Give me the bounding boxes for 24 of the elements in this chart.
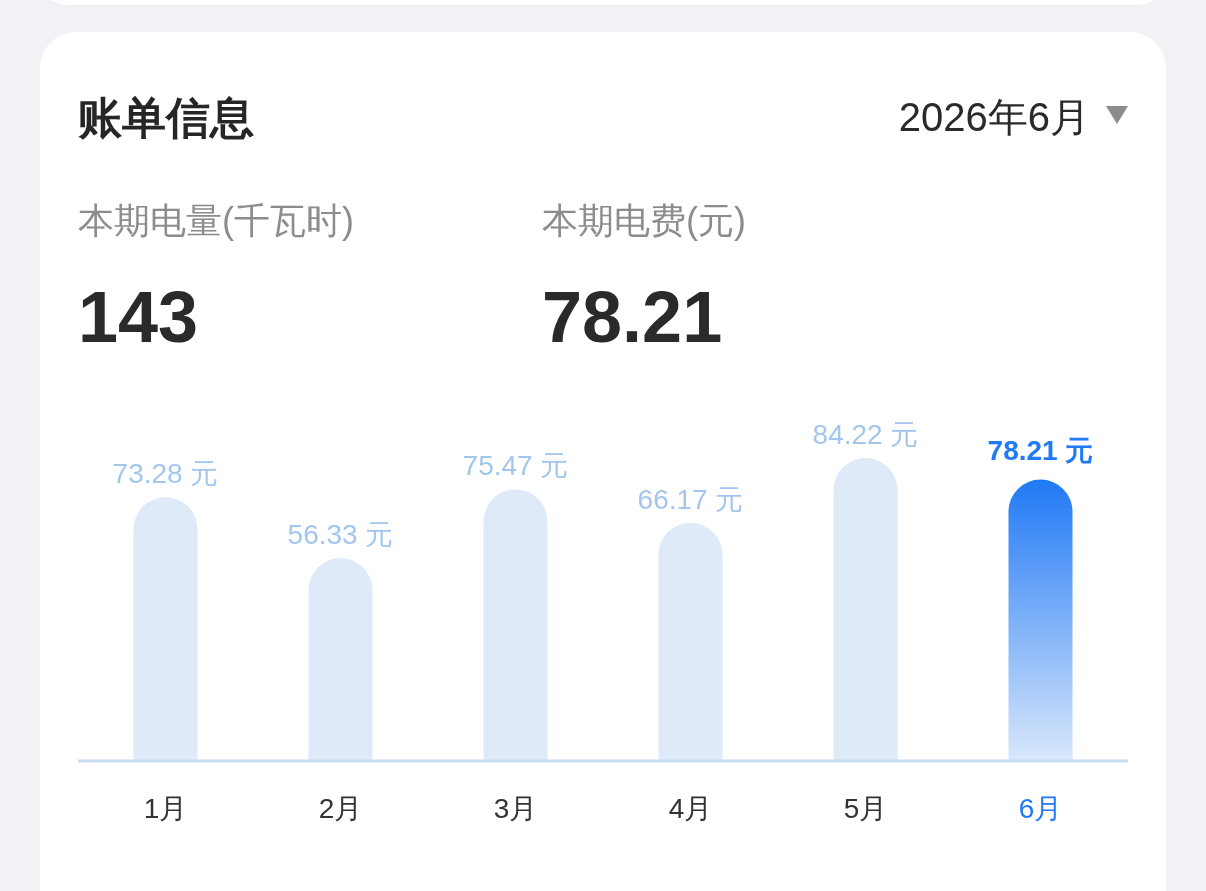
data-label: 56.33 元 xyxy=(287,519,394,551)
x-tick-label: 2月 xyxy=(318,793,363,824)
text: 143 xyxy=(78,277,199,357)
bar xyxy=(308,558,373,760)
x-tick-label: 3月 xyxy=(493,793,538,824)
bar xyxy=(833,458,898,760)
bar xyxy=(658,522,723,760)
data-label: 84.22 元 xyxy=(812,419,919,450)
x-tick-label: 5月 xyxy=(843,793,888,824)
data-label: 78.21 元 xyxy=(987,434,1094,466)
text: 本期电费(元) xyxy=(542,200,746,241)
bar xyxy=(1008,479,1073,760)
bar xyxy=(133,497,198,760)
data-label: 73.28 元 xyxy=(112,458,219,490)
chart-title: 账单信息 xyxy=(78,93,254,142)
x-tick-label: 1月 xyxy=(143,793,188,824)
chart-subtitle: 2026年6月 xyxy=(898,95,1090,139)
data-label: 66.17 元 xyxy=(637,483,744,515)
x-tick-label: 4月 xyxy=(668,793,713,824)
x-tick-label: 6月 xyxy=(1018,793,1063,824)
bar xyxy=(483,489,548,760)
text: 本期电量(千瓦时) xyxy=(78,200,354,241)
data-label: 75.47 元 xyxy=(462,450,569,482)
text: 78.21 xyxy=(542,277,723,357)
